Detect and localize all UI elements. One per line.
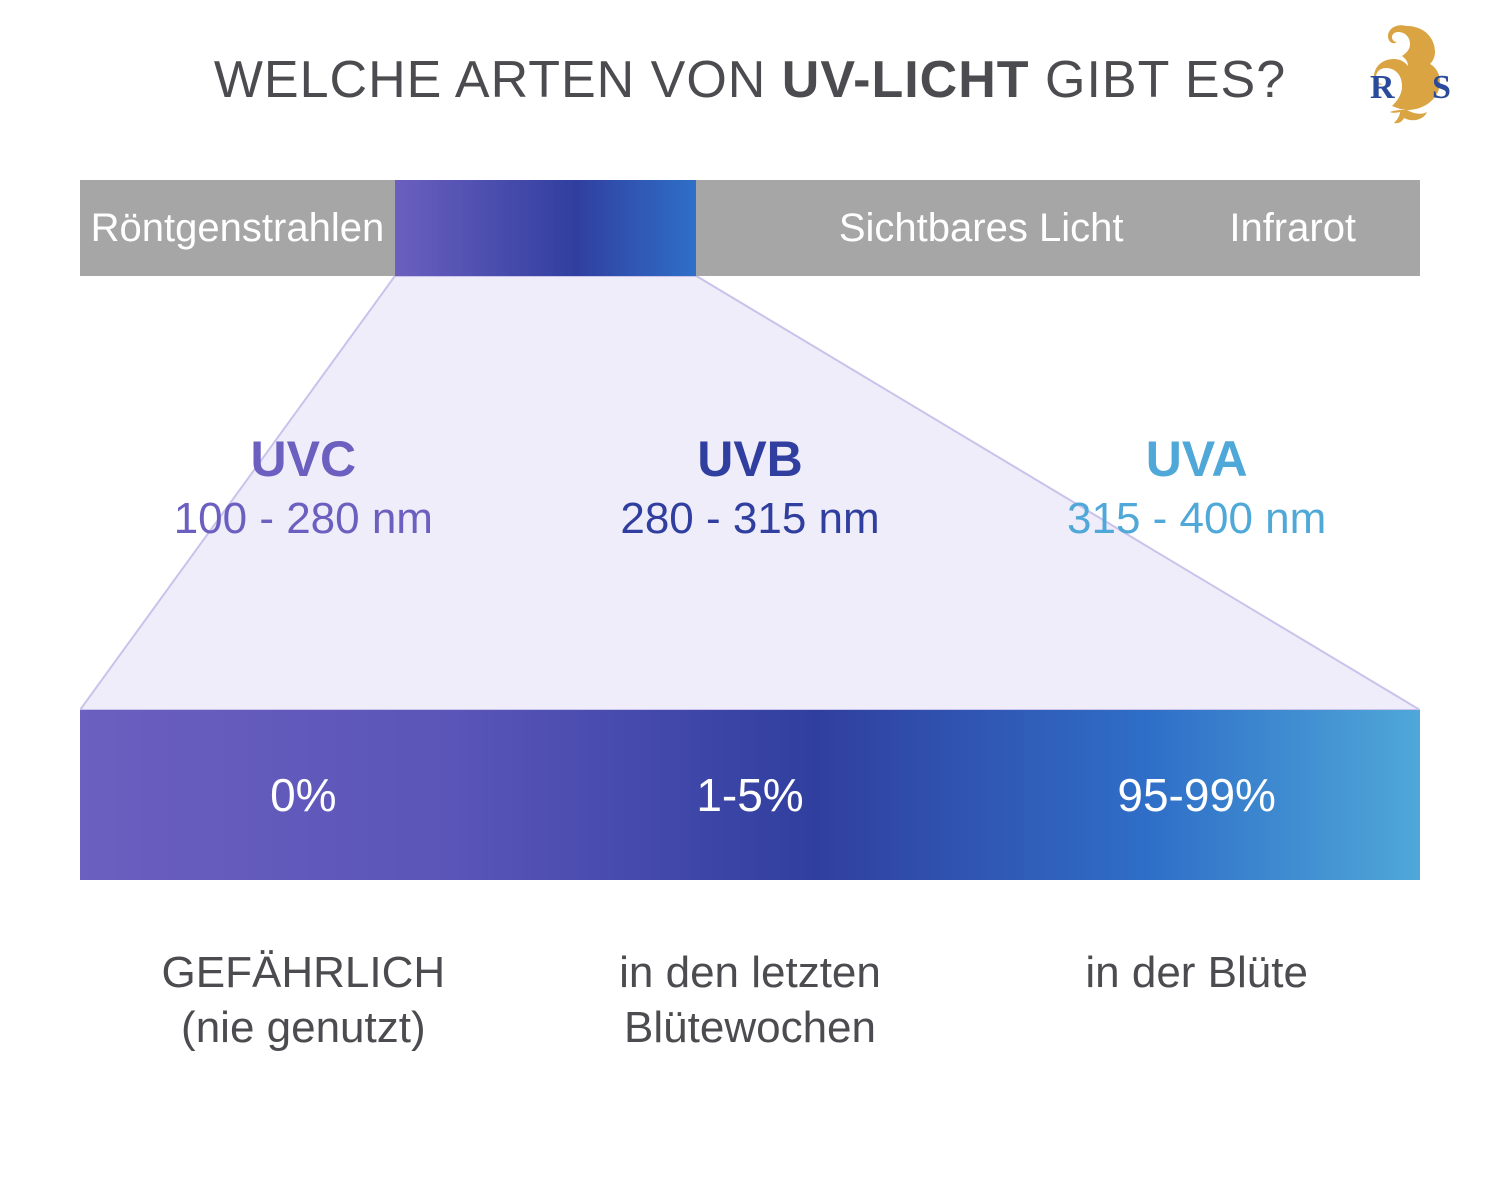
page-root: R S WELCHE ARTEN VON UV-LICHT GIBT ES? R… (0, 0, 1500, 1188)
pct-value-uvb: 1-5% (696, 768, 803, 822)
spectrum-label-ir: Infrarot (1229, 206, 1356, 251)
title-part1: WELCHE ARTEN VON (214, 51, 782, 109)
uv-col-uvb: UVB 280 - 315 nm (527, 430, 974, 630)
uv-name-uvc: UVC (80, 430, 527, 488)
uv-type-row: UVC 100 - 280 nm UVB 280 - 315 nm UVA 31… (80, 430, 1420, 630)
spectrum-bar: Röntgenstrahlen Sichtbares Licht Infraro… (80, 180, 1420, 276)
spectrum-seg-visible: Sichtbares Licht (797, 180, 1166, 276)
spectrum-seg-xray: Röntgenstrahlen (80, 180, 395, 276)
uv-col-uva: UVA 315 - 400 nm (973, 430, 1420, 630)
title-part2: GIBT ES? (1030, 51, 1287, 109)
spectrum-label-visible: Sichtbares Licht (839, 206, 1124, 251)
uv-name-uva: UVA (973, 430, 1420, 488)
title-bold: UV-LICHT (782, 51, 1030, 109)
spectrum-seg-ir: Infrarot (1165, 180, 1420, 276)
pct-value-uva: 95-99% (1117, 768, 1276, 822)
usage-uva: in der Blüte (973, 945, 1420, 1055)
usage-uvc: GEFÄHRLICH(nie genutzt) (80, 945, 527, 1055)
uv-range-uvc: 100 - 280 nm (80, 494, 527, 544)
spectrum-seg-uv (395, 180, 697, 276)
usage-row: GEFÄHRLICH(nie genutzt) in den letztenBl… (80, 945, 1420, 1055)
uv-range-uva: 315 - 400 nm (973, 494, 1420, 544)
pct-seg-uva: 95-99% (973, 710, 1420, 880)
spectrum-label-xray: Röntgenstrahlen (91, 206, 385, 251)
usage-uvb: in den letztenBlütewochen (527, 945, 974, 1055)
pct-value-uvc: 0% (270, 768, 336, 822)
pct-seg-uvb: 1-5% (527, 710, 974, 880)
pct-seg-uvc: 0% (80, 710, 527, 880)
page-title: WELCHE ARTEN VON UV-LICHT GIBT ES? (0, 50, 1500, 110)
percentage-bar: 0% 1-5% 95-99% (80, 710, 1420, 880)
uv-name-uvb: UVB (527, 430, 974, 488)
uv-col-uvc: UVC 100 - 280 nm (80, 430, 527, 630)
uv-range-uvb: 280 - 315 nm (527, 494, 974, 544)
spectrum-seg-gap (696, 180, 797, 276)
